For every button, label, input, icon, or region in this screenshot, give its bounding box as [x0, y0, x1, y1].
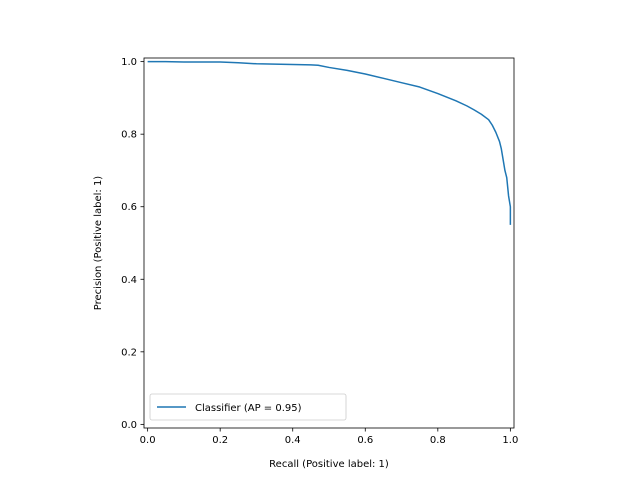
legend-label: Classifier (AP = 0.95) — [195, 403, 302, 414]
plot-area — [143, 57, 515, 429]
y-tick-label: 0.4 — [121, 275, 137, 286]
x-tick-label: 0.8 — [430, 435, 446, 446]
y-axis-label: Precision (Positive label: 1) — [93, 176, 104, 311]
series-line-0 — [147, 60, 512, 225]
y-tick-label: 0.6 — [121, 202, 137, 213]
x-tick-label: 0.6 — [357, 435, 373, 446]
y-tick-label: 0.8 — [121, 130, 137, 141]
x-tick-label: 0.0 — [140, 435, 156, 446]
x-tick-label: 0.4 — [285, 435, 301, 446]
plot-frame — [143, 57, 515, 429]
y-tick-label: 0.2 — [121, 347, 137, 358]
legend-box — [149, 393, 347, 421]
x-tick-label: 1.0 — [502, 435, 518, 446]
y-tick-label: 1.0 — [121, 57, 137, 68]
y-tick-label: 0.0 — [121, 420, 137, 431]
axes-layer: 0.0 0.2 0.4 0.6 0.8 1.0 0.0 0.2 0.4 0.6 0.8 1.0 — [121, 57, 518, 446]
x-tick-label: 0.2 — [212, 435, 228, 446]
series-layer — [147, 60, 512, 225]
legend: Classifier (AP = 0.95) — [149, 393, 347, 421]
x-axis-label: Recall (Positive label: 1) — [269, 459, 389, 470]
